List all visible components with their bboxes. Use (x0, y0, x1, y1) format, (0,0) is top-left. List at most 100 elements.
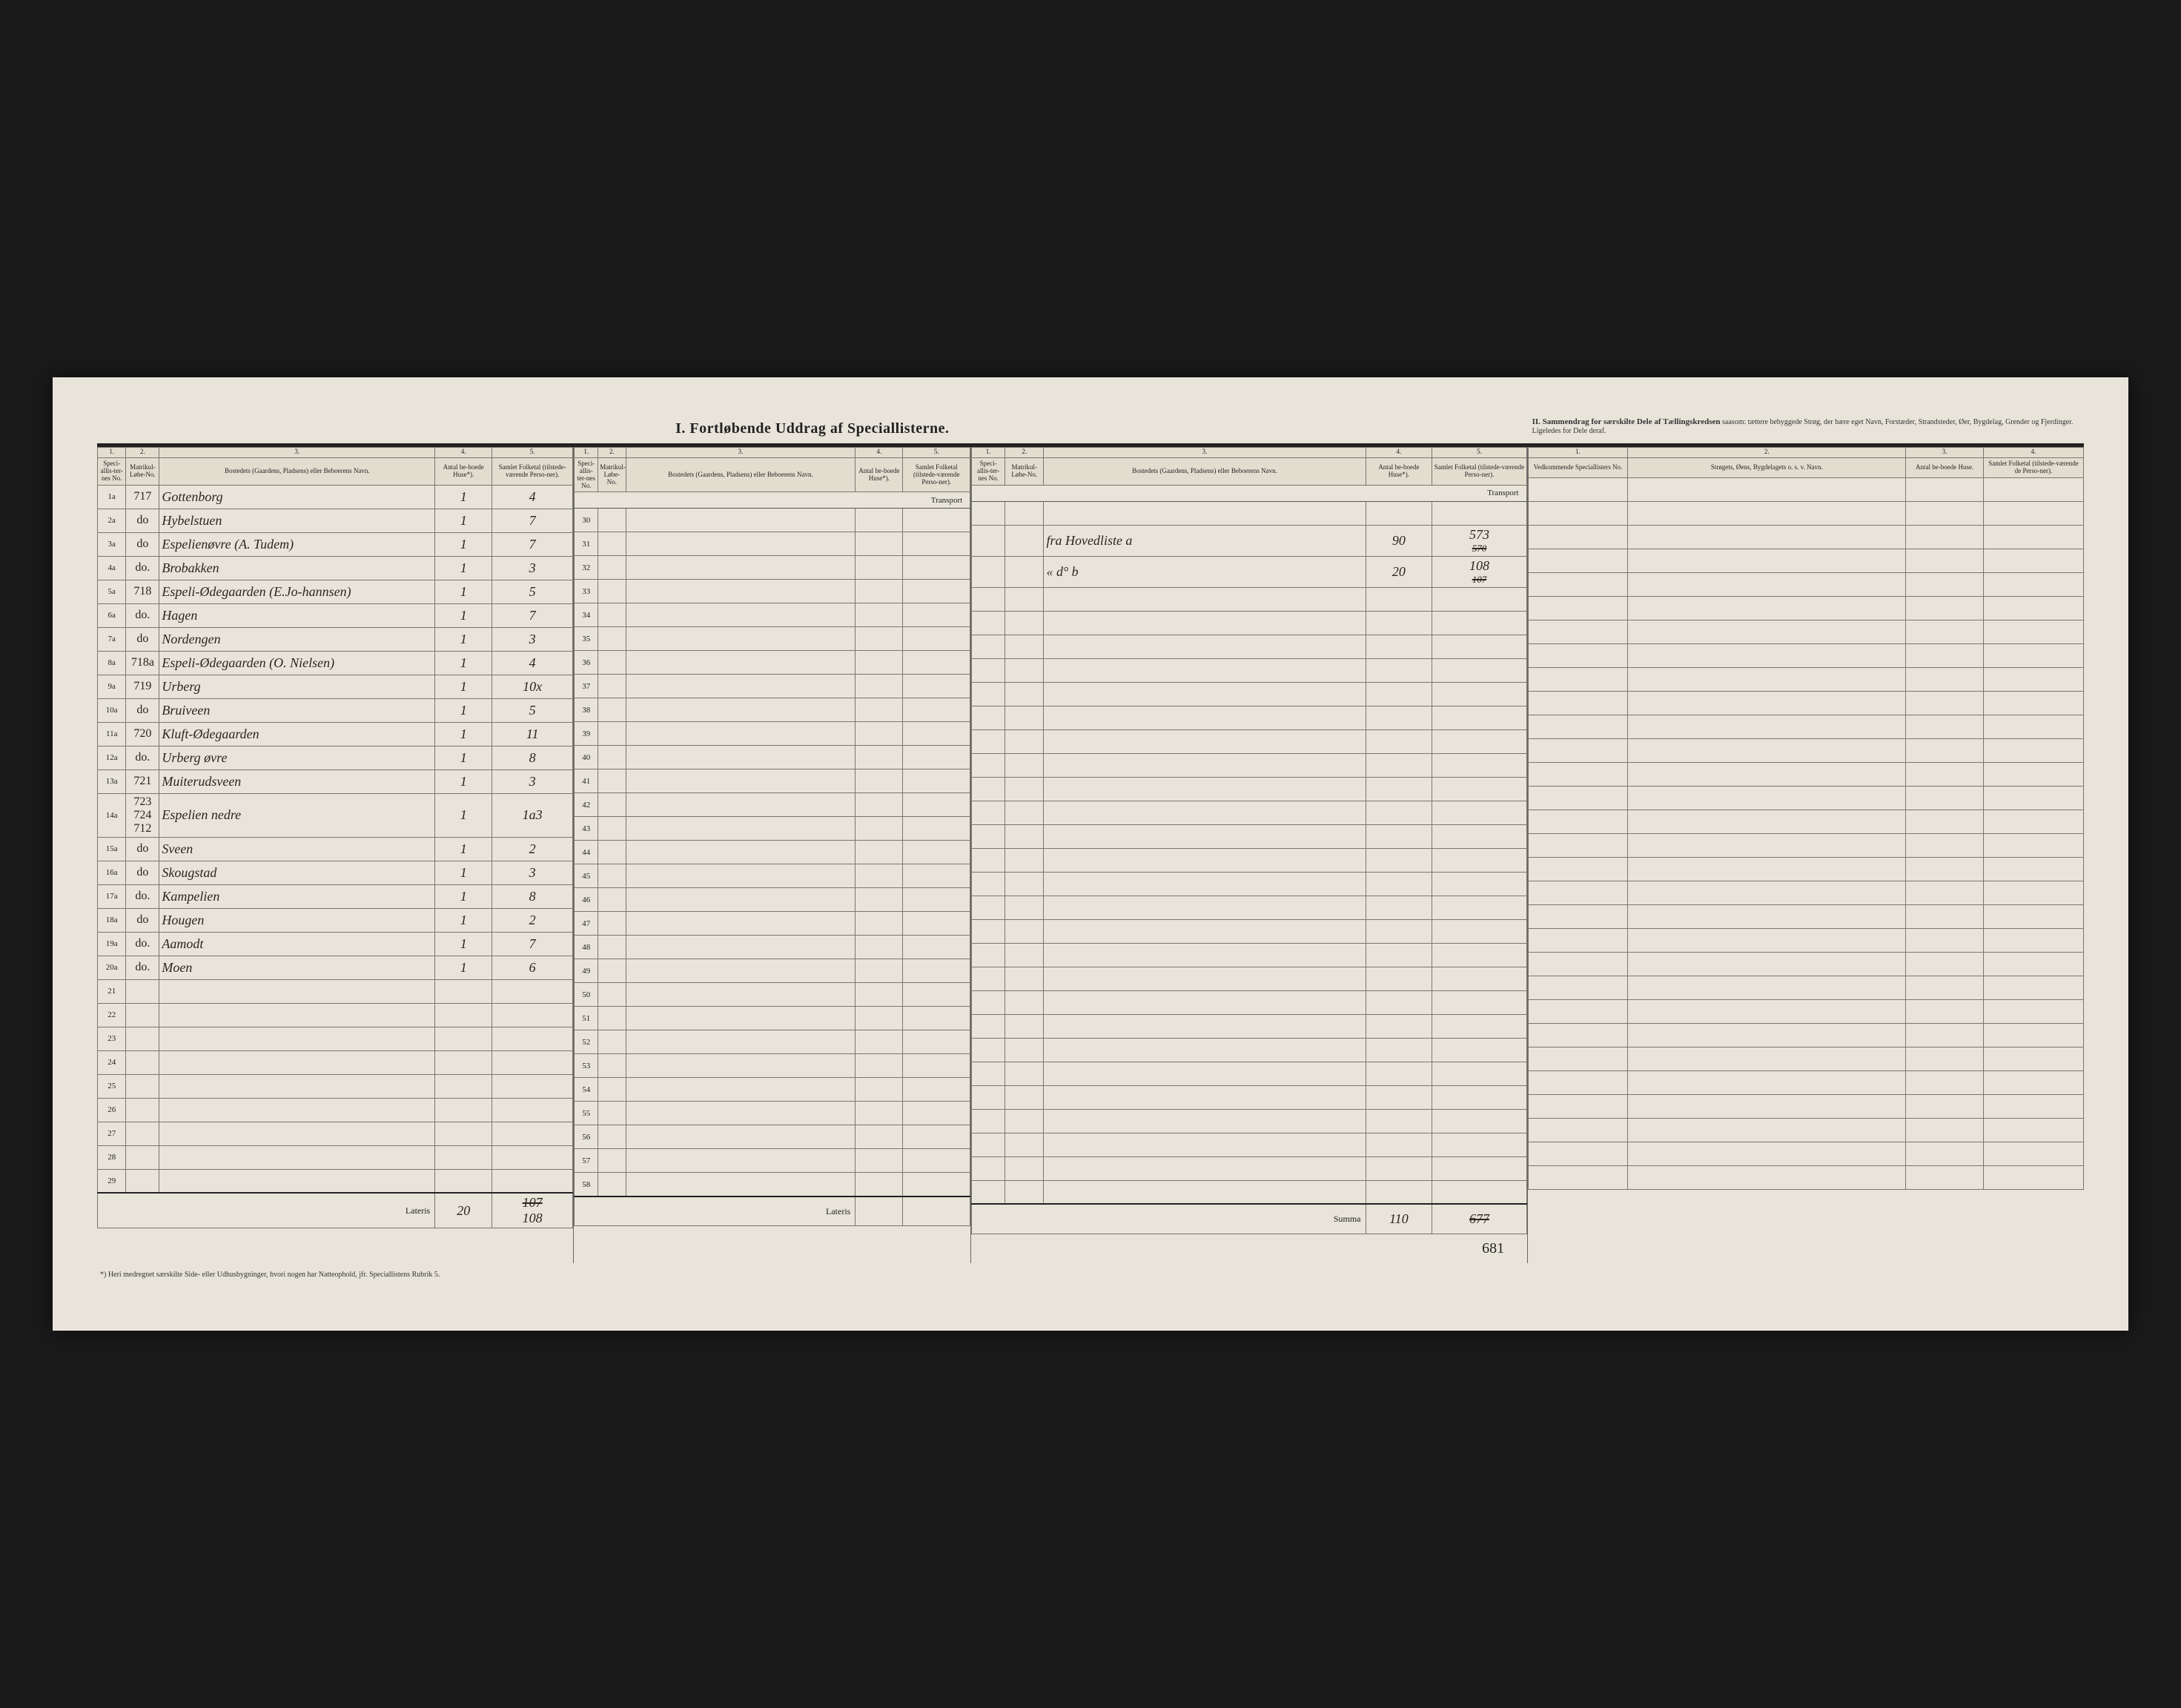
row-matrikul: do. (126, 932, 159, 956)
empty-cell (1906, 1118, 1984, 1142)
table-row: 6ado.Hagen17 (98, 603, 573, 627)
empty-cell (1984, 691, 2084, 715)
colhead: Bostedets (Gaardens, Pladsens) eller Beb… (159, 457, 435, 485)
table-row: 7adoNordengen13 (98, 627, 573, 651)
row-matrikul: 720 (126, 722, 159, 746)
row-matrikul: 717 (126, 485, 159, 509)
empty-cell (1906, 643, 1984, 667)
empty-cell (1628, 1023, 1906, 1047)
row-no: 58 (575, 1173, 598, 1196)
table-row: 21 (98, 979, 573, 1003)
table-row (1528, 525, 2083, 549)
colhead: Antal be-boede Huse*). (435, 457, 492, 485)
row-no: 20a (98, 956, 126, 979)
empty-cell (1432, 1038, 1526, 1062)
empty-cell (855, 1102, 903, 1125)
table-row (972, 824, 1526, 848)
row-folketal (492, 1122, 573, 1145)
empty-cell (1005, 1038, 1044, 1062)
empty-cell (1984, 525, 2084, 549)
empty-cell (1044, 1062, 1366, 1085)
empty-cell (1005, 1180, 1044, 1204)
empty-cell (626, 1102, 855, 1125)
empty-cell (855, 1007, 903, 1030)
empty-cell (1528, 715, 1628, 738)
colnum: 2. (1005, 447, 1044, 457)
table-row: 31 (575, 532, 970, 556)
empty-cell (1528, 1165, 1628, 1189)
empty-cell (1528, 572, 1628, 596)
empty-cell (1528, 1142, 1628, 1165)
empty-cell (1528, 952, 1628, 976)
empty-cell (1628, 810, 1906, 833)
row-folketal: 8 (492, 884, 573, 908)
row-huse (435, 979, 492, 1003)
table-row (1528, 477, 2083, 501)
row-folketal (492, 1003, 573, 1027)
empty-cell (1906, 1142, 1984, 1165)
row-huse: 1 (435, 532, 492, 556)
row-folketal: 11 (492, 722, 573, 746)
table-row: 15adoSveen12 (98, 837, 573, 861)
empty-cell (1906, 1165, 1984, 1189)
empty-cell (1366, 1133, 1432, 1156)
row-bosted: Hagen (159, 603, 435, 627)
row-matrikul: do. (126, 746, 159, 769)
row-no: 3a (98, 532, 126, 556)
table-row (1528, 667, 2083, 691)
row-bosted: Sveen (159, 837, 435, 861)
empty-cell (1044, 611, 1366, 635)
empty-cell (972, 919, 1005, 943)
row-no: 26 (98, 1098, 126, 1122)
lateris-label: Lateris (98, 1193, 435, 1228)
empty-cell (972, 824, 1005, 848)
empty-cell (1628, 999, 1906, 1023)
empty-cell (1432, 658, 1526, 682)
empty-cell (1366, 990, 1432, 1014)
row-huse (1366, 501, 1432, 525)
empty-cell (1984, 1142, 2084, 1165)
empty-cell (626, 1149, 855, 1173)
empty-cell (598, 912, 626, 936)
row-no: 10a (98, 698, 126, 722)
empty-cell (855, 580, 903, 603)
empty-cell (1906, 1094, 1984, 1118)
empty-cell (626, 722, 855, 746)
empty-cell (972, 1133, 1005, 1156)
empty-cell (972, 1014, 1005, 1038)
empty-cell (1984, 762, 2084, 786)
row-huse: 1 (435, 932, 492, 956)
colhead: Antal be-boede Huse. (1906, 457, 1984, 477)
empty-cell (1906, 525, 1984, 549)
empty-cell (972, 896, 1005, 919)
section-right: 1. 2. 3. 4. 5. Speci-allis-ter-nes No. M… (971, 447, 1527, 1263)
row-no: 27 (98, 1122, 126, 1145)
row-no: 18a (98, 908, 126, 932)
row-bosted: Kampelien (159, 884, 435, 908)
empty-cell (1984, 786, 2084, 810)
table-row (1528, 1023, 2083, 1047)
row-huse (435, 1027, 492, 1050)
row-folketal: 3 (492, 556, 573, 580)
spread-columns: 1. 2. 3. 4. 5. Speci-allis-ter-nes No. M… (97, 445, 2084, 1263)
colnum: 4. (855, 447, 903, 457)
table-row: 19ado.Aamodt17 (98, 932, 573, 956)
row-matrikul: do (126, 837, 159, 861)
empty-cell (903, 1125, 970, 1149)
row-no: 38 (575, 698, 598, 722)
empty-cell (1628, 833, 1906, 857)
table-row: 48 (575, 936, 970, 959)
empty-cell (1366, 1109, 1432, 1133)
empty-cell (855, 793, 903, 817)
empty-cell (855, 509, 903, 532)
empty-cell (1005, 967, 1044, 990)
row-no: 23 (98, 1027, 126, 1050)
empty-cell (1432, 801, 1526, 824)
empty-cell (903, 1173, 970, 1196)
table-row: 2adoHybelstuen17 (98, 509, 573, 532)
empty-cell (1984, 952, 2084, 976)
empty-cell (1628, 1070, 1906, 1094)
row-huse (435, 1003, 492, 1027)
table-row (972, 777, 1526, 801)
empty-cell (1432, 587, 1526, 611)
